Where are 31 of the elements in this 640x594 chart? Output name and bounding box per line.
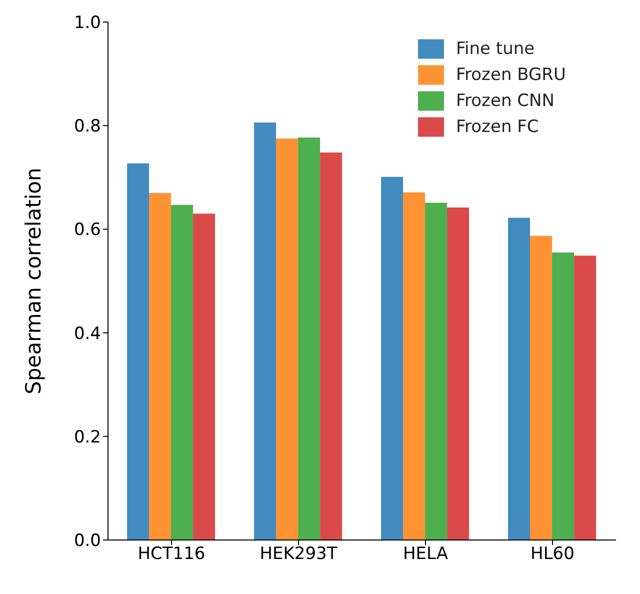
bar xyxy=(276,138,298,540)
y-tick-label: 0.6 xyxy=(74,220,101,240)
y-tick-label: 0.0 xyxy=(74,531,101,552)
y-tick-label: 0.8 xyxy=(74,116,101,137)
legend-label: Fine tune xyxy=(456,38,535,59)
y-tick-label: 0.2 xyxy=(74,427,101,448)
bar xyxy=(127,163,150,540)
bar xyxy=(320,152,342,540)
bar xyxy=(447,207,470,540)
bar xyxy=(254,122,276,540)
legend-label: Frozen BGRU xyxy=(456,64,566,85)
legend-label: Frozen CNN xyxy=(456,90,554,111)
x-tick-label: HL60 xyxy=(530,544,574,564)
y-axis-title: Spearman correlation xyxy=(21,168,46,394)
bar xyxy=(508,218,530,540)
bar xyxy=(193,214,216,540)
bar xyxy=(530,236,552,540)
bar xyxy=(149,192,172,540)
x-tick-label: HCT116 xyxy=(138,544,206,564)
bar xyxy=(381,176,404,540)
bar xyxy=(552,252,574,540)
bar xyxy=(574,256,596,540)
bar xyxy=(298,138,320,540)
bar xyxy=(425,202,448,540)
legend-label: Frozen FC xyxy=(456,116,539,137)
y-tick-label: 1.0 xyxy=(74,13,101,34)
bar xyxy=(171,204,194,540)
bar xyxy=(403,192,426,540)
x-tick-label: HEK293T xyxy=(260,544,338,564)
y-tick-label: 0.4 xyxy=(74,324,101,344)
x-tick-label: HELA xyxy=(402,544,448,564)
